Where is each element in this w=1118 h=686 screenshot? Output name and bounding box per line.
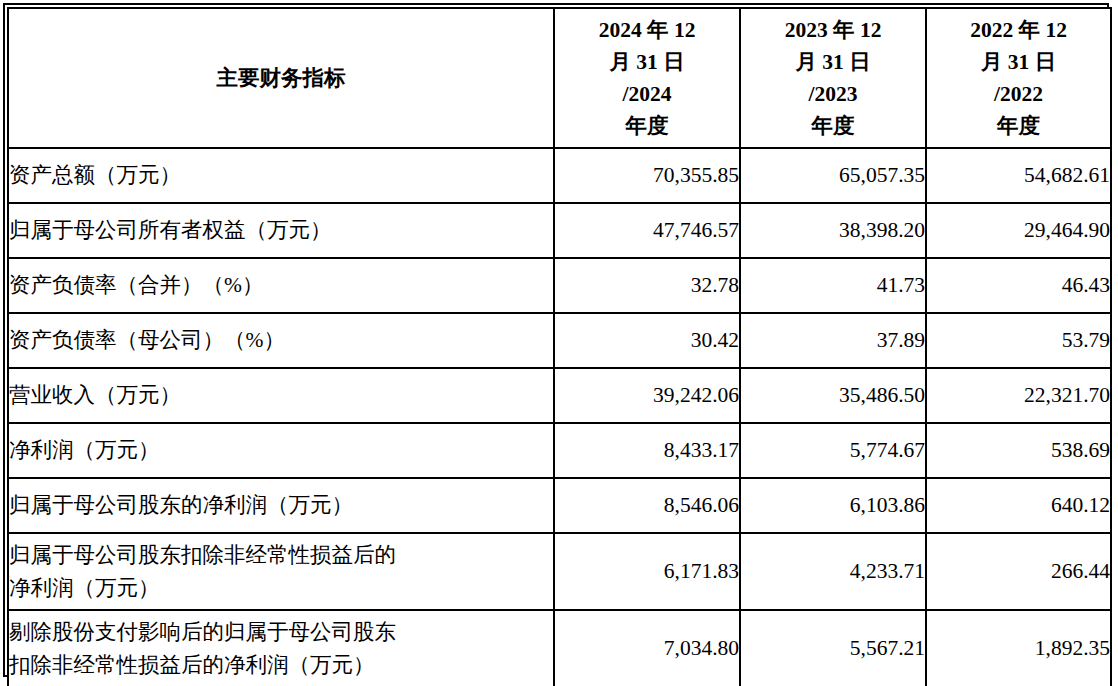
row-value-2022: 1,892.35	[926, 610, 1111, 686]
row-value-2024: 47,746.57	[554, 203, 740, 258]
row-value-2023: 35,486.50	[740, 368, 926, 423]
row-value-2023: 37.89	[740, 313, 926, 368]
row-value-2022: 29,464.90	[926, 203, 1111, 258]
row-label: 资产负债率（母公司）（%）	[8, 313, 554, 368]
row-value-2024: 8,433.17	[554, 423, 740, 478]
row-value-2023: 41.73	[740, 258, 926, 313]
row-value-2023: 6,103.86	[740, 478, 926, 533]
table-row-parent-equity: 归属于母公司所有者权益（万元） 47,746.57 38,398.20 29,4…	[8, 203, 1111, 258]
row-label: 归属于母公司股东扣除非经常性损益后的 净利润（万元）	[8, 533, 554, 610]
row-label: 资产负债率（合并）（%）	[8, 258, 554, 313]
row-value-2022: 54,682.61	[926, 148, 1111, 203]
table-row-net-profit-excl-share-payment: 剔除股份支付影响后的归属于母公司股东 扣除非经常性损益后的净利润（万元） 7,0…	[8, 610, 1111, 686]
header-indicator: 主要财务指标	[8, 8, 554, 148]
table-row-net-profit: 净利润（万元） 8,433.17 5,774.67 538.69	[8, 423, 1111, 478]
row-value-2024: 30.42	[554, 313, 740, 368]
row-label: 资产总额（万元）	[8, 148, 554, 203]
row-value-2024: 70,355.85	[554, 148, 740, 203]
row-value-2023: 5,567.21	[740, 610, 926, 686]
header-period-2023: 2023 年 12 月 31 日 /2023 年度	[740, 8, 926, 148]
row-label: 营业收入（万元）	[8, 368, 554, 423]
table-row-debt-ratio-parent: 资产负债率（母公司）（%） 30.42 37.89 53.79	[8, 313, 1111, 368]
financial-indicators-table-frame: 主要财务指标 2024 年 12 月 31 日 /2024 年度 2023 年 …	[3, 3, 1109, 677]
table-row-total-assets: 资产总额（万元） 70,355.85 65,057.35 54,682.61	[8, 148, 1111, 203]
financial-indicators-table: 主要财务指标 2024 年 12 月 31 日 /2024 年度 2023 年 …	[7, 7, 1112, 686]
row-label: 归属于母公司股东的净利润（万元）	[8, 478, 554, 533]
row-value-2022: 266.44	[926, 533, 1111, 610]
row-value-2023: 4,233.71	[740, 533, 926, 610]
header-row: 主要财务指标 2024 年 12 月 31 日 /2024 年度 2023 年 …	[8, 8, 1111, 148]
row-label: 净利润（万元）	[8, 423, 554, 478]
row-value-2023: 5,774.67	[740, 423, 926, 478]
table-row-debt-ratio-consolidated: 资产负债率（合并）（%） 32.78 41.73 46.43	[8, 258, 1111, 313]
row-value-2024: 32.78	[554, 258, 740, 313]
row-value-2024: 6,171.83	[554, 533, 740, 610]
header-period-2022: 2022 年 12 月 31 日 /2022 年度	[926, 8, 1111, 148]
row-value-2022: 46.43	[926, 258, 1111, 313]
table-row-net-profit-deducted: 归属于母公司股东扣除非经常性损益后的 净利润（万元） 6,171.83 4,23…	[8, 533, 1111, 610]
table-row-operating-revenue: 营业收入（万元） 39,242.06 35,486.50 22,321.70	[8, 368, 1111, 423]
row-value-2022: 53.79	[926, 313, 1111, 368]
row-value-2024: 7,034.80	[554, 610, 740, 686]
row-value-2024: 39,242.06	[554, 368, 740, 423]
header-period-2024: 2024 年 12 月 31 日 /2024 年度	[554, 8, 740, 148]
row-value-2022: 640.12	[926, 478, 1111, 533]
row-label: 归属于母公司所有者权益（万元）	[8, 203, 554, 258]
row-label: 剔除股份支付影响后的归属于母公司股东 扣除非经常性损益后的净利润（万元）	[8, 610, 554, 686]
row-value-2024: 8,546.06	[554, 478, 740, 533]
row-value-2022: 22,321.70	[926, 368, 1111, 423]
row-value-2023: 65,057.35	[740, 148, 926, 203]
table-row-net-profit-parent: 归属于母公司股东的净利润（万元） 8,546.06 6,103.86 640.1…	[8, 478, 1111, 533]
row-value-2023: 38,398.20	[740, 203, 926, 258]
row-value-2022: 538.69	[926, 423, 1111, 478]
